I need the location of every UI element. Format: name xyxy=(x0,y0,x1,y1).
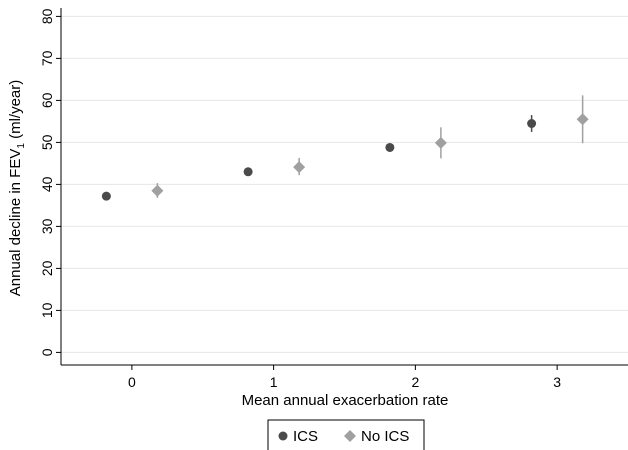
data-marks xyxy=(101,95,589,201)
x-tick-label-3: 3 xyxy=(553,374,561,390)
legend-label-no-ics: No ICS xyxy=(361,428,409,445)
point-ics-2 xyxy=(385,142,395,152)
point-no-ics-0 xyxy=(151,184,164,197)
y-tick-label-0: 0 xyxy=(39,348,55,356)
point-no-ics-3 xyxy=(576,113,589,126)
point-ics-3 xyxy=(527,119,537,128)
axes xyxy=(60,8,628,366)
y-tick-label-60: 60 xyxy=(39,92,55,108)
x-tick-label-0: 0 xyxy=(128,374,136,390)
y-tick-label-80: 80 xyxy=(39,8,55,24)
point-ics-0 xyxy=(101,191,111,201)
x-tick-label-2: 2 xyxy=(411,374,419,390)
y-axis-title-subscript: 1 xyxy=(16,143,27,149)
x-axis-title: Mean annual exacerbation rate xyxy=(242,392,449,409)
legend: ICS No ICS xyxy=(267,419,425,450)
x-tick-label-1: 1 xyxy=(270,374,278,390)
y-tick-label-40: 40 xyxy=(39,176,55,192)
y-axis-ticks: 0 10 20 30 40 50 60 70 80 xyxy=(39,8,61,356)
y-axis-title-tail: (ml/year) xyxy=(7,80,24,143)
y-axis-title-main: Annual decline in FEV xyxy=(7,149,24,297)
y-tick-label-70: 70 xyxy=(39,50,55,66)
y-axis-title: Annual decline in FEV1 (ml/year) xyxy=(7,80,27,297)
legend-marker-ics xyxy=(278,431,288,441)
y-tick-label-30: 30 xyxy=(39,218,55,234)
x-axis-ticks: 0 1 2 3 xyxy=(128,365,561,390)
gridlines xyxy=(61,15,628,353)
y-tick-label-10: 10 xyxy=(39,302,55,318)
legend-marker-no-ics xyxy=(344,430,356,442)
legend-label-ics: ICS xyxy=(293,428,318,445)
point-no-ics-1 xyxy=(293,161,306,174)
point-no-ics-2 xyxy=(434,136,447,149)
y-tick-label-50: 50 xyxy=(39,134,55,150)
point-ics-1 xyxy=(243,167,253,177)
y-tick-label-20: 20 xyxy=(39,260,55,276)
